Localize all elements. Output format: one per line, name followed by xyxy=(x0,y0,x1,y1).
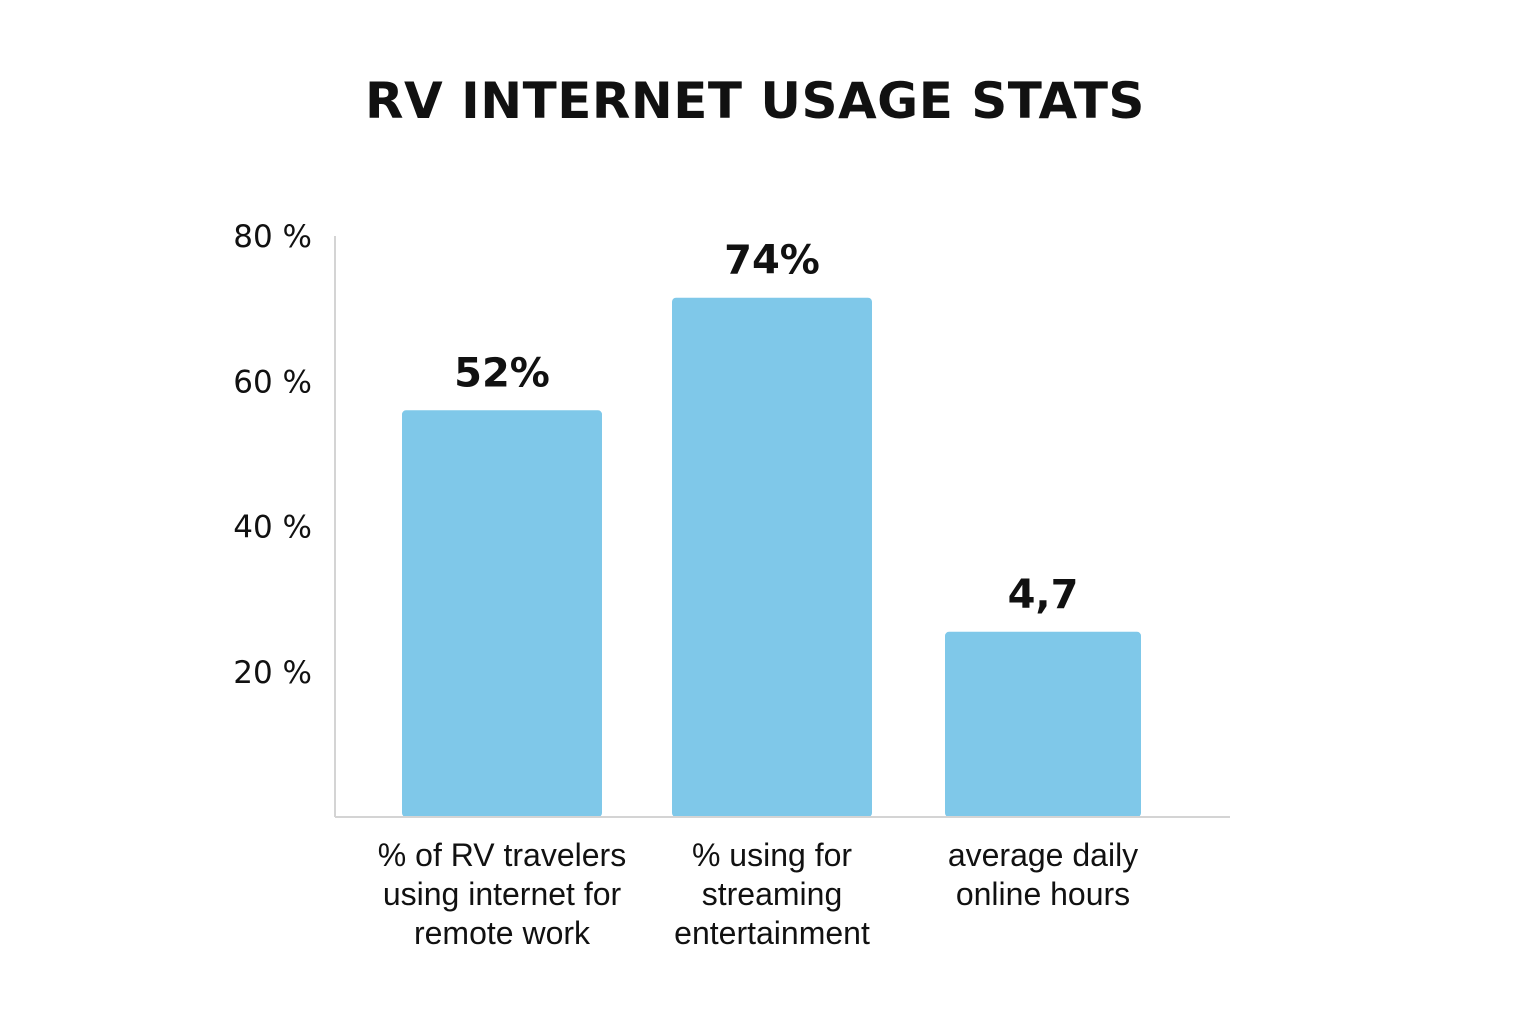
y-tick-label: 20 % xyxy=(233,655,312,691)
bar-value-label: 52% xyxy=(454,350,550,396)
x-category-label: average daily online hours xyxy=(948,837,1138,912)
y-tick-label: 40 % xyxy=(233,510,312,546)
bar xyxy=(945,631,1141,817)
y-axis-ticks: 20 % 40 % 60 % 80 % xyxy=(233,219,312,691)
bar-value-label: 74% xyxy=(724,238,820,284)
bar-value-label: 4,7 xyxy=(1008,572,1079,618)
y-tick-label: 60 % xyxy=(233,364,312,400)
category-labels: % of RV travelers using internet for remot… xyxy=(378,837,1138,951)
bar xyxy=(672,297,872,817)
x-category-label: % using for streaming entertainment xyxy=(674,837,870,951)
chart-title: RV INTERNET USAGE STATS xyxy=(365,72,1145,130)
x-category-label: % of RV travelers using internet for remot… xyxy=(378,837,626,951)
value-labels: 52% 74% 4,7 xyxy=(454,238,1078,618)
bar xyxy=(402,410,602,817)
y-tick-label: 80 % xyxy=(233,219,312,255)
bars xyxy=(402,297,1141,817)
